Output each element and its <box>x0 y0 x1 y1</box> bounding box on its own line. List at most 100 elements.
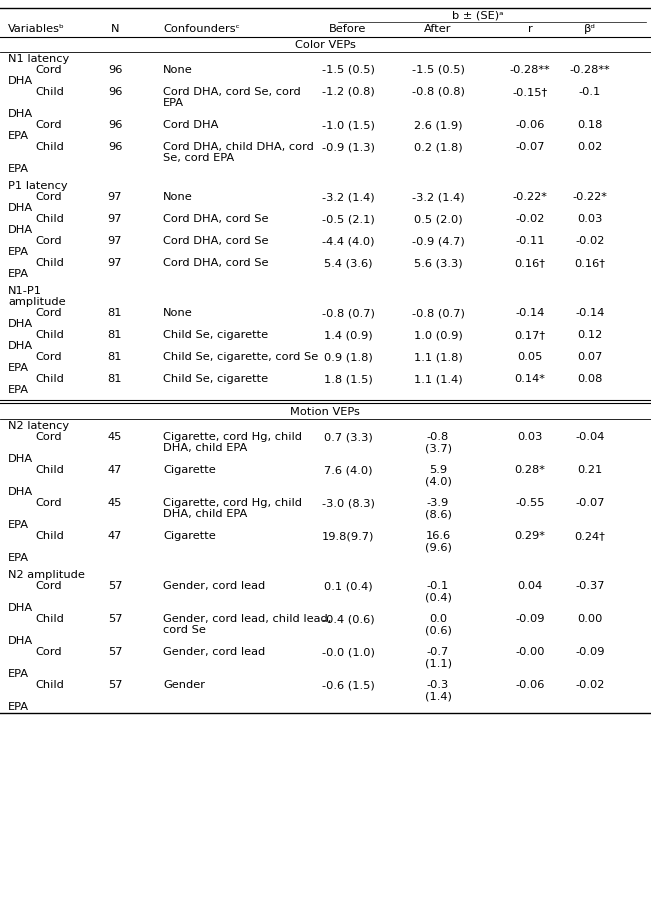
Text: Child: Child <box>35 680 64 690</box>
Text: Confoundersᶜ: Confoundersᶜ <box>163 24 240 34</box>
Text: EPA: EPA <box>8 269 29 279</box>
Text: Child: Child <box>35 142 64 152</box>
Text: 1.8 (1.5): 1.8 (1.5) <box>324 374 372 384</box>
Text: N1 latency: N1 latency <box>8 54 69 64</box>
Text: 1.4 (0.9): 1.4 (0.9) <box>324 330 372 340</box>
Text: 0.2 (1.8): 0.2 (1.8) <box>413 142 462 152</box>
Text: -1.0 (1.5): -1.0 (1.5) <box>322 120 374 130</box>
Text: Cord DHA: Cord DHA <box>163 120 218 130</box>
Text: Child: Child <box>35 87 64 97</box>
Text: -0.06: -0.06 <box>516 120 545 130</box>
Text: 19.8(9.7): 19.8(9.7) <box>322 531 374 541</box>
Text: 1.1 (1.8): 1.1 (1.8) <box>413 352 462 362</box>
Text: Cord DHA, child DHA, cord: Cord DHA, child DHA, cord <box>163 142 314 152</box>
Text: (8.6): (8.6) <box>424 509 451 519</box>
Text: DHA: DHA <box>8 454 33 464</box>
Text: Cigarette: Cigarette <box>163 465 215 475</box>
Text: Cord: Cord <box>35 192 62 202</box>
Text: -0.14: -0.14 <box>516 308 545 318</box>
Text: -0.07: -0.07 <box>515 142 545 152</box>
Text: -1.5 (0.5): -1.5 (0.5) <box>322 65 374 75</box>
Text: 57: 57 <box>108 614 122 625</box>
Text: -0.06: -0.06 <box>516 680 545 690</box>
Text: -0.9 (4.7): -0.9 (4.7) <box>411 236 464 246</box>
Text: 96: 96 <box>108 87 122 97</box>
Text: 0.04: 0.04 <box>518 581 543 591</box>
Text: 0.17†: 0.17† <box>514 330 546 340</box>
Text: 0.07: 0.07 <box>577 352 603 362</box>
Text: 0.9 (1.8): 0.9 (1.8) <box>324 352 372 362</box>
Text: -0.1: -0.1 <box>427 581 449 591</box>
Text: 1.1 (1.4): 1.1 (1.4) <box>413 374 462 384</box>
Text: EPA: EPA <box>8 520 29 530</box>
Text: 5.9: 5.9 <box>429 465 447 475</box>
Text: 2.6 (1.9): 2.6 (1.9) <box>414 120 462 130</box>
Text: Cord DHA, cord Se: Cord DHA, cord Se <box>163 214 268 224</box>
Text: 0.5 (2.0): 0.5 (2.0) <box>413 214 462 224</box>
Text: DHA: DHA <box>8 636 33 646</box>
Text: 45: 45 <box>108 432 122 442</box>
Text: 81: 81 <box>108 308 122 318</box>
Text: N: N <box>111 24 119 34</box>
Text: (4.0): (4.0) <box>424 476 451 486</box>
Text: -1.2 (0.8): -1.2 (0.8) <box>322 87 374 97</box>
Text: -0.22*: -0.22* <box>573 192 607 202</box>
Text: 57: 57 <box>108 680 122 690</box>
Text: 0.14*: 0.14* <box>514 374 546 384</box>
Text: N2 latency: N2 latency <box>8 421 69 431</box>
Text: Variablesᵇ: Variablesᵇ <box>8 24 65 34</box>
Text: Child: Child <box>35 465 64 475</box>
Text: -0.8: -0.8 <box>427 432 449 442</box>
Text: -0.22*: -0.22* <box>512 192 547 202</box>
Text: (9.6): (9.6) <box>424 542 451 552</box>
Text: b ± (SE)ᵃ: b ± (SE)ᵃ <box>452 10 504 20</box>
Text: EPA: EPA <box>8 164 29 174</box>
Text: 97: 97 <box>108 192 122 202</box>
Text: -0.8 (0.8): -0.8 (0.8) <box>411 87 464 97</box>
Text: Color VEPs: Color VEPs <box>294 40 355 50</box>
Text: 45: 45 <box>108 498 122 508</box>
Text: -0.02: -0.02 <box>516 214 545 224</box>
Text: -0.55: -0.55 <box>515 498 545 508</box>
Text: Cord: Cord <box>35 498 62 508</box>
Text: r: r <box>527 24 533 34</box>
Text: -3.2 (1.4): -3.2 (1.4) <box>322 192 374 202</box>
Text: 0.7 (3.3): 0.7 (3.3) <box>324 432 372 442</box>
Text: (0.6): (0.6) <box>424 626 451 635</box>
Text: 0.28*: 0.28* <box>514 465 546 475</box>
Text: 0.24†: 0.24† <box>575 531 605 541</box>
Text: -0.09: -0.09 <box>515 614 545 625</box>
Text: None: None <box>163 308 193 318</box>
Text: Cigarette: Cigarette <box>163 531 215 541</box>
Text: 81: 81 <box>108 374 122 384</box>
Text: Cord: Cord <box>35 236 62 246</box>
Text: -0.6 (1.5): -0.6 (1.5) <box>322 680 374 690</box>
Text: N2 amplitude: N2 amplitude <box>8 571 85 580</box>
Text: 96: 96 <box>108 65 122 75</box>
Text: Child: Child <box>35 614 64 625</box>
Text: -0.9 (1.3): -0.9 (1.3) <box>322 142 374 152</box>
Text: Child Se, cigarette: Child Se, cigarette <box>163 374 268 384</box>
Text: 47: 47 <box>108 465 122 475</box>
Text: 0.16†: 0.16† <box>574 258 605 268</box>
Text: -0.14: -0.14 <box>575 308 605 318</box>
Text: Before: Before <box>329 24 367 34</box>
Text: DHA: DHA <box>8 76 33 86</box>
Text: -0.4 (0.6): -0.4 (0.6) <box>322 614 374 625</box>
Text: 97: 97 <box>108 214 122 224</box>
Text: DHA: DHA <box>8 225 33 235</box>
Text: 81: 81 <box>108 352 122 362</box>
Text: EPA: EPA <box>163 98 184 108</box>
Text: (3.7): (3.7) <box>424 443 452 453</box>
Text: DHA: DHA <box>8 203 33 213</box>
Text: Child: Child <box>35 374 64 384</box>
Text: Child: Child <box>35 214 64 224</box>
Text: Cord DHA, cord Se: Cord DHA, cord Se <box>163 236 268 246</box>
Text: (1.1): (1.1) <box>424 658 452 668</box>
Text: Gender, cord lead: Gender, cord lead <box>163 581 265 591</box>
Text: EPA: EPA <box>8 363 29 374</box>
Text: DHA, child EPA: DHA, child EPA <box>163 443 247 453</box>
Text: 0.05: 0.05 <box>518 352 543 362</box>
Text: DHA: DHA <box>8 109 33 119</box>
Text: P1 latency: P1 latency <box>8 181 68 191</box>
